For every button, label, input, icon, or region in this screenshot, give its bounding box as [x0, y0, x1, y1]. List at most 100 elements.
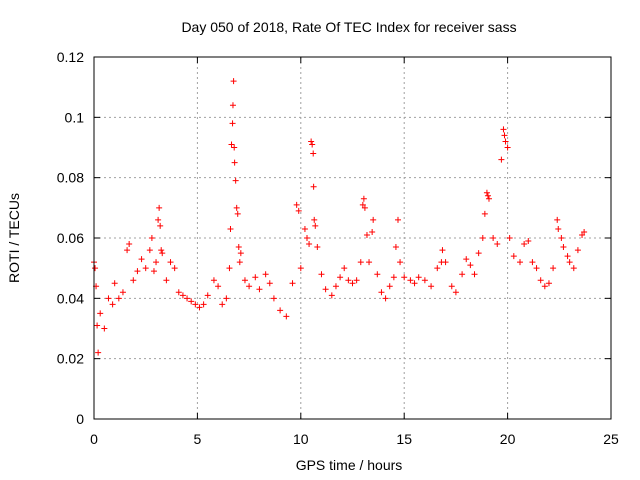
chart-title: Day 050 of 2018, Rate Of TEC Index for r… [181, 19, 516, 35]
data-point [415, 274, 422, 281]
data-point [390, 274, 397, 281]
data-point [459, 271, 466, 278]
data-point [219, 301, 226, 308]
y-tick-labels: 0 0.02 0.04 0.06 0.08 0.1 0.12 [57, 49, 84, 427]
data-point [483, 189, 490, 196]
data-point [311, 216, 318, 223]
data-point [293, 201, 300, 208]
data-point [229, 102, 236, 109]
data-point [130, 277, 137, 284]
data-point [138, 256, 145, 263]
data-point [153, 259, 160, 266]
data-point [353, 277, 360, 284]
data-point [146, 247, 153, 254]
data-point [204, 292, 211, 299]
data-point [223, 295, 230, 302]
x-tick-labels: 0 5 10 15 20 25 [90, 431, 619, 447]
data-point [232, 177, 239, 184]
data-point [95, 349, 102, 356]
data-point [234, 210, 241, 217]
data-point [156, 204, 163, 211]
data-point [349, 280, 356, 287]
data-point [97, 310, 104, 317]
data-point [309, 141, 316, 148]
data-point [550, 265, 557, 272]
data-point [504, 144, 511, 151]
data-point [229, 120, 236, 127]
data-point [115, 295, 122, 302]
data-point [401, 274, 408, 281]
data-point [226, 265, 233, 272]
x-tick-label: 25 [603, 431, 619, 447]
data-point [363, 231, 370, 238]
data-point [370, 216, 377, 223]
data-point [289, 280, 296, 287]
data-point [270, 295, 277, 302]
data-point [184, 295, 191, 302]
data-point [481, 210, 488, 217]
data-point [179, 292, 186, 299]
data-point [560, 244, 567, 251]
data-point [158, 247, 165, 254]
data-point [397, 259, 404, 266]
y-tick-label: 0.04 [57, 290, 84, 306]
data-point [521, 241, 528, 248]
data-point [448, 283, 455, 290]
data-point [566, 259, 573, 266]
y-tick-label: 0.1 [65, 109, 85, 125]
data-point [277, 307, 284, 314]
data-point [159, 250, 166, 257]
data-point [574, 247, 581, 254]
x-tick-label: 10 [293, 431, 309, 447]
data-point [155, 216, 162, 223]
data-point [485, 195, 492, 202]
data-point [411, 280, 418, 287]
data-point [301, 225, 308, 232]
data-point [109, 301, 116, 308]
data-point [241, 277, 248, 284]
data-point [312, 222, 319, 229]
x-axis-label: GPS time / hours [296, 457, 403, 473]
data-point [111, 280, 118, 287]
data-point [581, 228, 588, 235]
data-point [231, 159, 238, 166]
data-point [554, 216, 561, 223]
y-tick-label: 0.02 [57, 351, 84, 367]
data-point [231, 144, 238, 151]
data-point [361, 204, 368, 211]
data-point [314, 244, 321, 251]
data-point [228, 141, 235, 148]
data-point [328, 292, 335, 299]
data-point [345, 277, 352, 284]
data-point [148, 235, 155, 241]
data-point [175, 289, 182, 296]
x-tick-label: 5 [194, 431, 202, 447]
data-point [434, 265, 441, 272]
data-point [150, 268, 157, 275]
data-point [124, 247, 131, 254]
data-point [541, 283, 548, 290]
data-point [360, 195, 367, 202]
data-point [357, 259, 364, 266]
data-point [200, 301, 207, 308]
data-point [407, 277, 414, 284]
data-point [421, 277, 428, 284]
data-point [310, 150, 317, 157]
data-point [394, 216, 401, 223]
data-point [510, 253, 517, 260]
data-point [230, 78, 237, 85]
data-point [283, 313, 290, 320]
data-point [479, 235, 486, 241]
data-point [374, 271, 381, 278]
data-point [295, 207, 302, 214]
data-point [126, 241, 133, 248]
data-point [192, 301, 199, 308]
y-axis-label: ROTI / TECUs [6, 193, 22, 283]
data-point [119, 289, 126, 296]
data-points [91, 78, 588, 356]
data-point [490, 235, 497, 241]
data-point [564, 253, 571, 260]
data-point [471, 271, 478, 278]
data-point [236, 259, 243, 266]
data-point [105, 295, 112, 302]
